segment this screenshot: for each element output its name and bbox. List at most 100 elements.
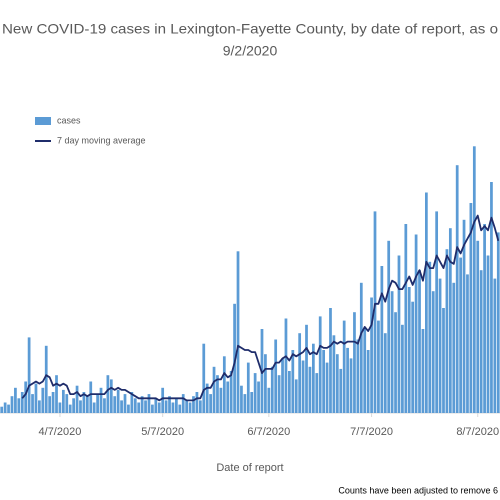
bar: [41, 387, 45, 413]
bar: [113, 396, 117, 413]
bar: [301, 360, 305, 413]
bar: [34, 383, 38, 413]
bar: [164, 400, 168, 413]
bar: [318, 316, 322, 413]
bar: [127, 404, 130, 413]
bar: [373, 211, 377, 413]
bar: [195, 392, 199, 413]
bar: [240, 385, 243, 413]
bar: [401, 324, 404, 413]
bar: [92, 402, 96, 413]
bar: [48, 396, 52, 413]
legend-label: cases: [57, 115, 81, 125]
bar: [171, 402, 175, 413]
legend-swatch: [35, 117, 51, 125]
bar: [349, 358, 353, 413]
bar: [27, 337, 31, 413]
bar: [380, 266, 384, 413]
chart-title: New COVID-19 cases in Lexington-Fayette …: [2, 21, 498, 37]
bar: [370, 297, 373, 413]
bar: [459, 257, 462, 413]
bar: [363, 329, 367, 413]
bar: [109, 379, 113, 413]
bar: [281, 358, 284, 413]
bar: [257, 381, 260, 413]
x-tick-label: 4/7/2020: [39, 426, 82, 438]
bar: [20, 392, 24, 413]
bar: [72, 398, 75, 413]
bar: [31, 394, 34, 413]
x-tick-label: 6/7/2020: [247, 426, 290, 438]
bar: [435, 211, 439, 413]
bar: [490, 182, 493, 413]
bar: [116, 389, 120, 413]
bar: [120, 400, 123, 413]
bar: [205, 383, 209, 413]
bar: [315, 373, 319, 413]
bar: [10, 396, 14, 413]
bar: [106, 375, 110, 413]
bar: [411, 301, 415, 413]
bar: [168, 396, 171, 413]
bar: [455, 165, 459, 413]
bar: [61, 389, 65, 413]
bar: [342, 320, 346, 413]
bar: [38, 400, 41, 413]
bar: [452, 282, 456, 413]
bar: [51, 392, 55, 413]
bar: [253, 373, 257, 413]
bar: [346, 347, 349, 413]
bar: [397, 255, 401, 413]
bar: [332, 335, 336, 413]
bar: [250, 392, 254, 413]
bar: [185, 400, 189, 413]
bar: [325, 362, 329, 413]
bar: [294, 379, 298, 413]
bar: [209, 394, 212, 413]
bar: [377, 320, 380, 413]
bar: [55, 375, 58, 413]
bar: [188, 402, 192, 413]
bar: [154, 398, 158, 413]
bar: [99, 387, 103, 413]
bar: [246, 362, 250, 413]
bar: [137, 402, 141, 413]
bar: [147, 394, 151, 413]
chart-subtitle: 9/2/2020: [223, 43, 278, 59]
bar: [181, 394, 185, 413]
moving-average-line: [21, 214, 500, 402]
bar: [308, 366, 312, 413]
bar: [3, 402, 7, 413]
bar: [243, 394, 247, 413]
bar: [311, 343, 315, 413]
bar: [198, 400, 202, 413]
bar: [421, 329, 425, 413]
bar: [291, 350, 295, 413]
bar: [472, 146, 476, 414]
x-tick-label: 8/7/2020: [456, 426, 499, 438]
bar: [133, 398, 137, 413]
bar: [466, 274, 469, 413]
bar: [7, 404, 10, 413]
bar: [387, 240, 391, 413]
bar: [236, 251, 240, 413]
bar: [17, 398, 21, 413]
bar: [270, 366, 274, 413]
bar: [192, 396, 195, 413]
x-tick-label: 5/7/2020: [141, 426, 184, 438]
bar: [383, 333, 387, 413]
bar: [222, 356, 226, 413]
bar: [212, 366, 216, 413]
bar: [366, 350, 370, 413]
bar: [359, 282, 363, 413]
bar: [89, 381, 93, 413]
bar: [404, 224, 408, 413]
bar: [298, 333, 302, 413]
bar: [322, 350, 325, 413]
bar: [438, 278, 442, 413]
bar: [267, 387, 271, 413]
bar: [82, 392, 86, 413]
x-axis-label: Date of report: [216, 462, 283, 474]
